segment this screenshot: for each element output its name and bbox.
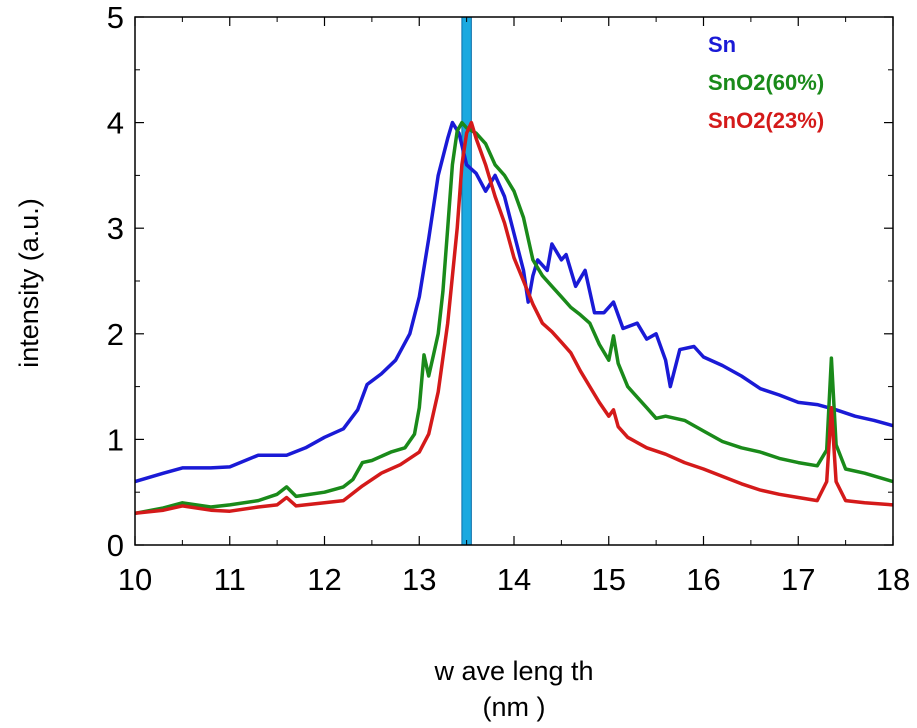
y-tick-label: 4 — [107, 106, 124, 141]
x-tick-label: 16 — [686, 562, 720, 597]
x-tick-label: 17 — [781, 562, 815, 597]
x-axis-title-line-1: w ave leng th — [433, 656, 593, 686]
highlight-band-layer — [461, 16, 472, 546]
y-tick-label: 1 — [107, 422, 124, 457]
legend: Sn SnO2(60%) SnO2(23%) — [708, 32, 824, 133]
x-tick-label: 12 — [307, 562, 341, 597]
series-line-1 — [134, 120, 894, 516]
x-axis-title-line-2: (nm ) — [483, 692, 546, 722]
series-line-0 — [134, 120, 894, 484]
x-tick-label: 15 — [592, 562, 626, 597]
y-tick-label: 5 — [107, 0, 124, 35]
x-tick-label: 13 — [402, 562, 436, 597]
legend-label-sno2-60: SnO2(60%) — [708, 70, 824, 95]
y-tick-label: 2 — [107, 317, 124, 352]
legend-label-sn: Sn — [708, 32, 736, 57]
x-tick-label: 11 — [214, 562, 246, 597]
series-line-2 — [134, 120, 894, 516]
highlight-band — [461, 16, 472, 546]
x-tick-label: 18 — [876, 562, 910, 597]
y-tick-label: 0 — [107, 528, 124, 563]
series-layer — [134, 120, 894, 516]
legend-label-sno2-23: SnO2(23%) — [708, 108, 824, 133]
x-tick-label: 10 — [118, 562, 152, 597]
y-axis-title: intensity (a.u.) — [14, 198, 44, 368]
y-tick-label: 3 — [107, 211, 124, 246]
x-tick-label: 14 — [497, 562, 531, 597]
